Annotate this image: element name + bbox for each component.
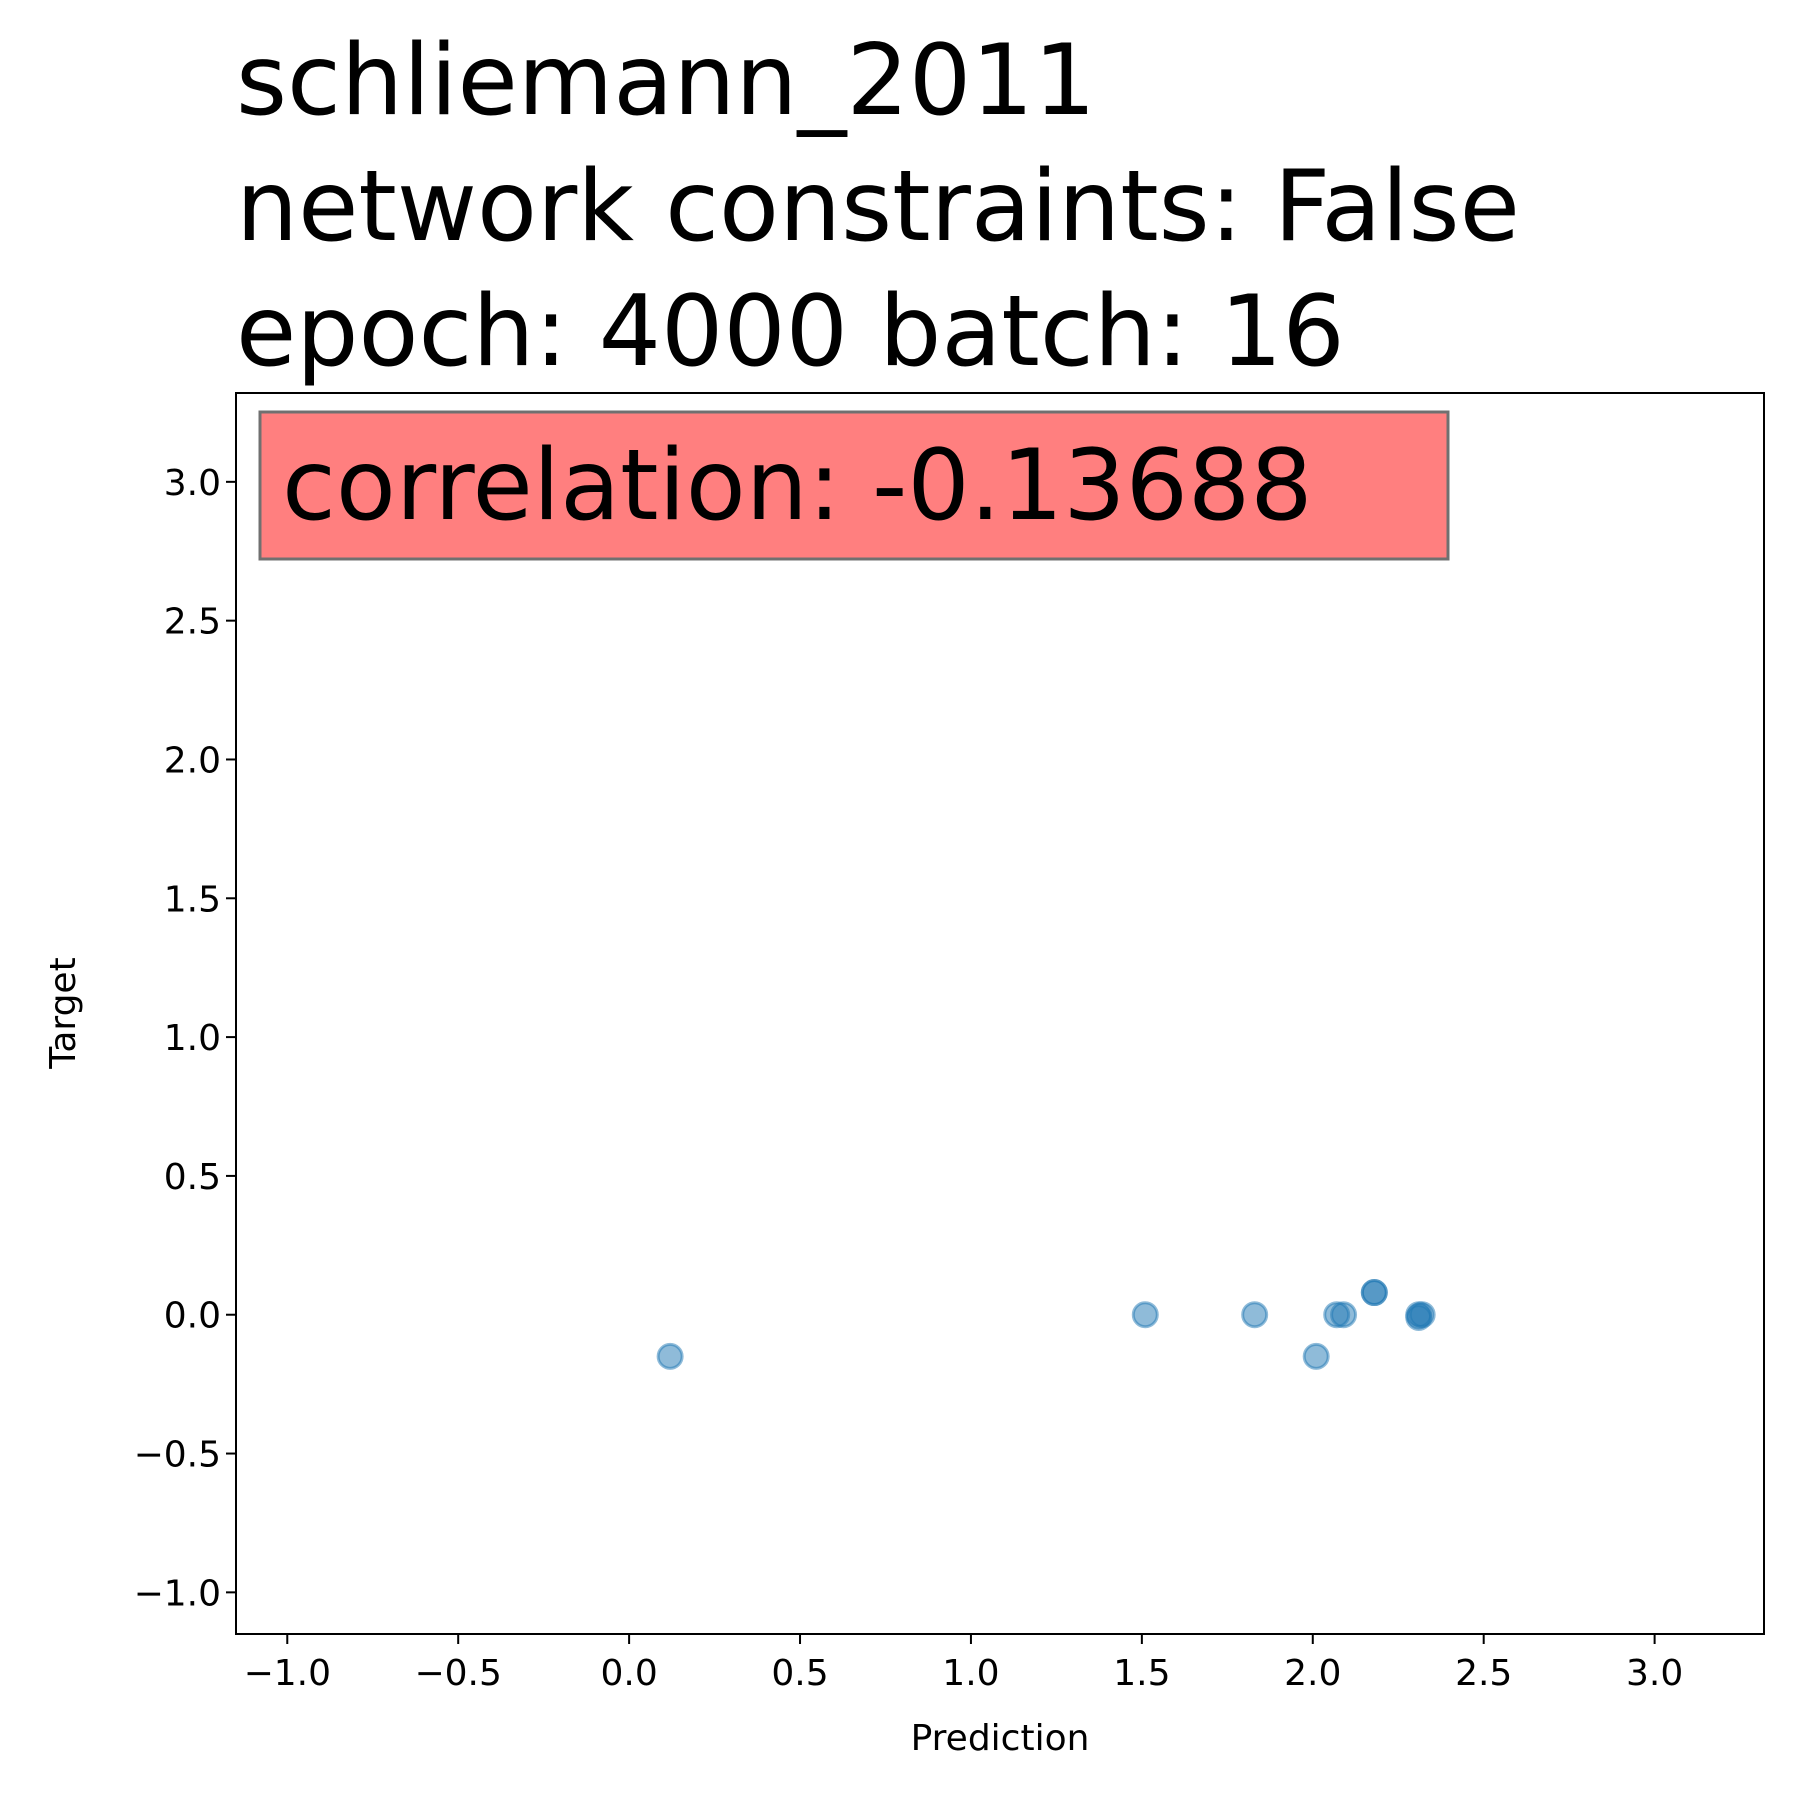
x-tick-label: 1.0 — [942, 1653, 999, 1694]
y-axis-ticks: −1.0 −0.5 0.0 0.5 1.0 1.5 2.0 2.5 3.0 — [134, 463, 236, 1614]
data-point — [1405, 1304, 1433, 1332]
x-tick-label: 3.0 — [1626, 1653, 1683, 1694]
y-tick-label: −0.5 — [134, 1435, 221, 1476]
plot-area — [235, 392, 1765, 1635]
data-point — [1330, 1301, 1358, 1329]
y-tick-label: −1.0 — [134, 1573, 221, 1614]
data-point — [1241, 1301, 1269, 1329]
chart-title: schliemann_2011 network constraints: Fal… — [236, 24, 1520, 389]
y-tick-label: 1.0 — [164, 1018, 221, 1059]
y-tick-label: 2.0 — [164, 740, 221, 781]
x-tick-label: −0.5 — [414, 1653, 501, 1694]
x-tick-label: −1.0 — [244, 1653, 331, 1694]
x-tick-label: 0.0 — [600, 1653, 657, 1694]
x-tick-label: 1.5 — [1113, 1653, 1170, 1694]
chart-title-line-1: schliemann_2011 — [236, 24, 1096, 138]
x-axis-ticks: −1.0 −0.5 0.0 0.5 1.0 1.5 2.0 2.5 3.0 — [244, 1634, 1683, 1694]
y-tick-label: 1.5 — [164, 879, 221, 920]
x-axis-label: Prediction — [911, 1718, 1090, 1759]
correlation-annotation-box — [258, 410, 1450, 561]
correlation-annotation-text: correlation: -0.13688 — [282, 429, 1313, 543]
x-tick-label: 2.5 — [1455, 1653, 1512, 1694]
data-point — [1302, 1342, 1330, 1370]
data-point — [656, 1342, 684, 1370]
chart-title-line-3: epoch: 4000 batch: 16 — [236, 275, 1345, 389]
y-tick-label: 0.0 — [164, 1296, 221, 1337]
x-tick-label: 0.5 — [771, 1653, 828, 1694]
y-tick-label: 3.0 — [164, 463, 221, 504]
x-tick-label: 2.0 — [1284, 1653, 1341, 1694]
y-tick-label: 2.5 — [164, 602, 221, 643]
data-point — [1131, 1301, 1159, 1329]
y-axis-label: Target — [43, 957, 84, 1069]
scatter-points — [656, 1279, 1436, 1370]
correlation-annotation: correlation: -0.13688 — [258, 410, 1450, 561]
chart-title-line-2: network constraints: False — [236, 150, 1520, 264]
y-tick-label: 0.5 — [164, 1157, 221, 1198]
data-point — [1360, 1279, 1388, 1307]
